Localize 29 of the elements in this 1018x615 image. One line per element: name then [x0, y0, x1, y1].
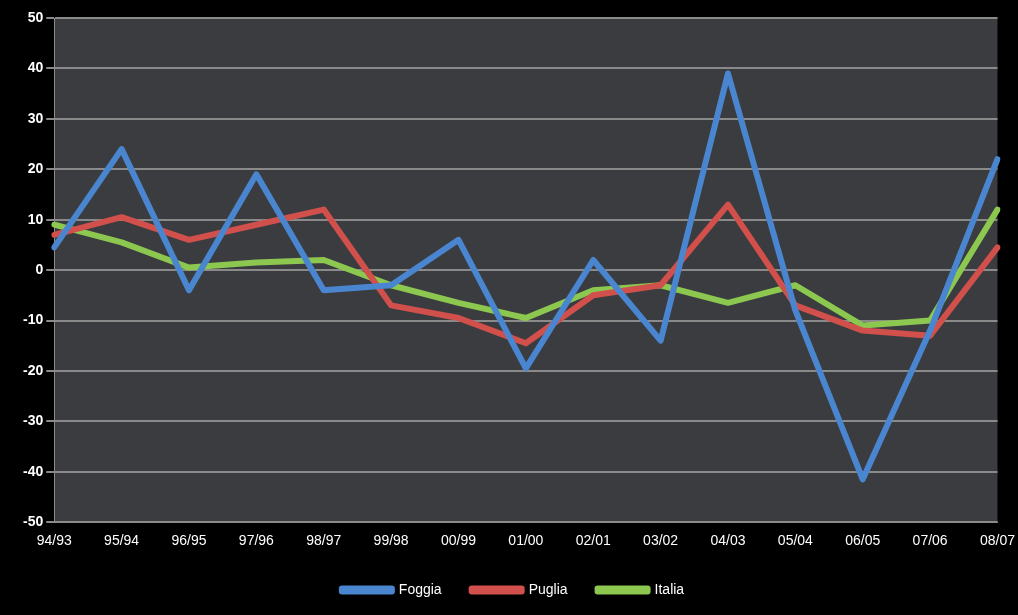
y-tick-label: -50 — [23, 513, 44, 530]
x-tick-label: 95/94 — [104, 532, 140, 549]
x-tick-label: 97/96 — [238, 532, 275, 549]
x-tick-label: 02/01 — [575, 532, 611, 549]
x-tick-label: 08/07 — [979, 532, 1016, 549]
y-tick-label: 50 — [27, 8, 44, 25]
y-tick-label: -40 — [23, 462, 44, 479]
x-tick-label: 06/05 — [845, 532, 881, 549]
x-tick-label: 99/98 — [373, 532, 409, 549]
y-tick-label: 0 — [35, 260, 44, 277]
x-tick-label: 07/06 — [912, 532, 948, 549]
legend-label: Foggia — [398, 580, 442, 597]
x-tick-label: 04/03 — [710, 532, 746, 549]
y-tick-label: -30 — [23, 412, 44, 429]
x-tick-label: 94/93 — [36, 532, 72, 549]
y-tick-label: 40 — [27, 59, 44, 76]
x-tick-label: 96/95 — [171, 532, 207, 549]
x-tick-label: 01/00 — [508, 532, 544, 549]
legend-label: Puglia — [528, 580, 568, 597]
y-tick-label: 10 — [27, 210, 44, 227]
x-tick-label: 00/99 — [440, 532, 477, 549]
y-tick-label: 20 — [27, 160, 44, 177]
y-tick-label: -20 — [23, 361, 44, 378]
y-tick-label: -10 — [23, 311, 44, 328]
x-tick-label: 05/04 — [777, 532, 814, 549]
legend-label: Italia — [654, 580, 685, 597]
x-tick-label: 03/02 — [643, 532, 679, 549]
x-tick-label: 98/97 — [306, 532, 342, 549]
y-tick-label: 30 — [27, 109, 44, 126]
